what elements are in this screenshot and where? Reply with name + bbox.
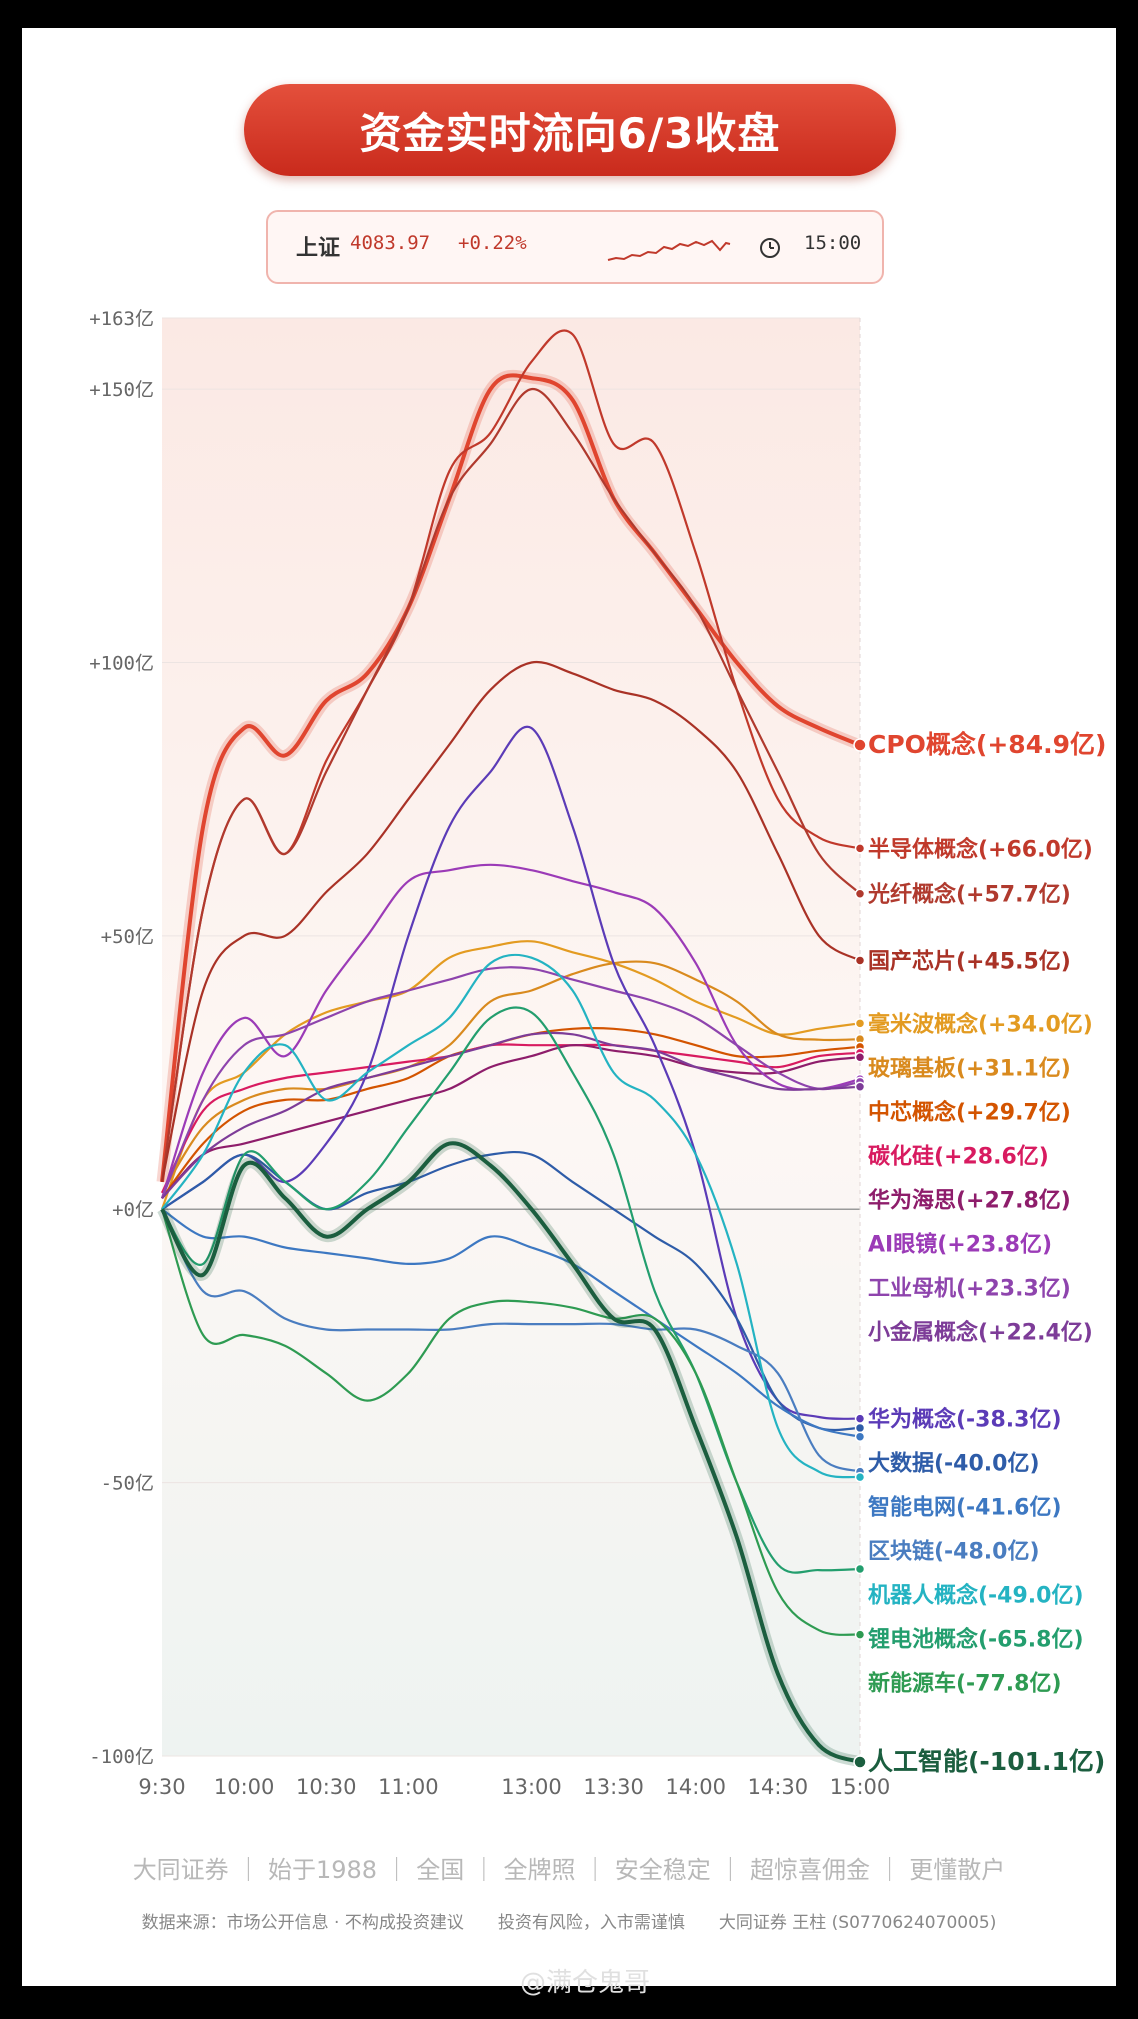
grid-layer bbox=[162, 317, 861, 1757]
index-name: 上证 bbox=[296, 236, 341, 261]
series-line bbox=[160, 373, 861, 1183]
series-line bbox=[160, 1141, 861, 1764]
series-label: 新能源车(-77.8亿) bbox=[868, 1671, 1062, 1697]
series-endpoint bbox=[853, 738, 867, 752]
series-label: 人工智能(-101.1亿) bbox=[868, 1747, 1105, 1776]
series-label: 智能电网(-41.6亿) bbox=[868, 1495, 1062, 1521]
index-ticker: 上证 4083.97 +0.22% 15:00 bbox=[266, 210, 884, 284]
series-endpoint bbox=[854, 955, 866, 966]
series-endpoint bbox=[854, 1422, 866, 1434]
series-line bbox=[161, 1208, 861, 1438]
series-label: 国产芯片(+45.5亿) bbox=[868, 949, 1071, 974]
x-tick-label: 11:00 bbox=[378, 1775, 439, 1799]
series-endpoint bbox=[854, 1471, 866, 1483]
index-value: 4083.97 bbox=[350, 232, 431, 254]
series-line bbox=[161, 1208, 861, 1473]
series-endpoint bbox=[854, 1431, 866, 1442]
index-change: +0.22% bbox=[458, 232, 527, 254]
x-tick-label: 10:30 bbox=[296, 1775, 357, 1799]
series-line bbox=[161, 1044, 861, 1200]
series-label: 区块链(-48.0亿) bbox=[868, 1539, 1040, 1565]
series-line bbox=[160, 940, 861, 1210]
y-tick-label: -100亿 bbox=[89, 1746, 154, 1768]
series-endpoint bbox=[854, 1629, 866, 1640]
y-tick-label: +50亿 bbox=[101, 926, 154, 948]
series-line bbox=[161, 1043, 861, 1194]
series-line bbox=[160, 1208, 861, 1636]
series-layer bbox=[156, 329, 867, 1769]
page-title: 资金实时流向6/3收盘 bbox=[244, 84, 896, 176]
x-tick-label: 10:00 bbox=[214, 1775, 275, 1799]
series-label: 毫米波概念(+34.0亿) bbox=[868, 1011, 1093, 1037]
series-label: 大数据(-40.0亿) bbox=[868, 1451, 1040, 1477]
series-label: 工业母机(+23.3亿) bbox=[868, 1276, 1071, 1301]
series-line bbox=[160, 660, 861, 1183]
series-label: 玻璃基板(+31.1亿) bbox=[868, 1055, 1071, 1081]
series-line bbox=[160, 387, 861, 1183]
series-endpoint bbox=[853, 1755, 867, 1769]
series-label: 碳化硅(+28.6亿) bbox=[868, 1143, 1049, 1169]
series-label: 机器人概念(-49.0亿) bbox=[868, 1583, 1084, 1609]
y-tick-label: +0亿 bbox=[112, 1199, 154, 1221]
series-line bbox=[161, 953, 861, 1479]
x-tick-label: 14:30 bbox=[748, 1775, 809, 1799]
series-endpoint bbox=[854, 1081, 866, 1093]
y-tick-label: -50亿 bbox=[101, 1473, 154, 1495]
legend-labels: CPO概念(+84.9亿) 半导体概念(+66.0亿) 光纤概念(+57.7亿) 国产… bbox=[867, 730, 1106, 1776]
series-endpoint bbox=[854, 843, 866, 854]
footer-source: 数据来源：市场公开信息 · 不构成投资建议 投资有风险，入市需谨慎 大同证券 王… bbox=[141, 1913, 997, 1933]
x-axis: 9:30 10:00 10:30 11:00 13:00 13:30 14:00 14:30 1… bbox=[138, 1775, 890, 1799]
y-tick-label: +100亿 bbox=[89, 652, 154, 674]
x-tick-label: 9:30 bbox=[138, 1775, 185, 1799]
watermark: @满仓鬼哥 bbox=[520, 1968, 651, 1998]
series-label: 光纤概念(+57.7亿) bbox=[867, 882, 1071, 908]
series-label: AI眼镜(+23.8亿) bbox=[868, 1231, 1052, 1257]
series-label: 中芯概念(+29.7亿) bbox=[868, 1099, 1071, 1125]
series-label: 小金属概念(+22.4亿) bbox=[868, 1319, 1093, 1345]
x-tick-label: 15:00 bbox=[830, 1775, 891, 1799]
series-label: 锂电池概念(-65.8亿) bbox=[868, 1627, 1084, 1653]
x-tick-label: 13:30 bbox=[583, 1775, 644, 1799]
series-line bbox=[160, 966, 861, 1199]
series-endpoint bbox=[854, 1563, 866, 1575]
chart-canvas: +163亿 +150亿 +100亿 +50亿 +0亿 -50亿 -100亿 9:30 10:0… bbox=[89, 308, 1106, 1799]
plot-background bbox=[162, 318, 860, 1756]
index-sparkline bbox=[607, 239, 731, 261]
index-time: 15:00 bbox=[804, 232, 862, 254]
y-tick-label: +150亿 bbox=[89, 379, 154, 401]
series-endpoint bbox=[854, 888, 866, 899]
y-tick-label: +163亿 bbox=[89, 308, 154, 330]
series-endpoint bbox=[854, 1018, 866, 1029]
y-axis: +163亿 +150亿 +100亿 +50亿 +0亿 -50亿 -100亿 bbox=[89, 308, 154, 1768]
series-line bbox=[161, 1031, 861, 1200]
x-tick-label: 14:00 bbox=[665, 1775, 726, 1799]
series-label: 华为概念(-38.3亿) bbox=[868, 1407, 1062, 1433]
footer-slogan: 大同证券 ｜ 始于1988 ｜ 全国 ｜ 全牌照 ｜ 安全稳定 ｜ 超惊喜佣金 … bbox=[132, 1856, 1006, 1884]
series-label: CPO概念(+84.9亿) bbox=[868, 730, 1106, 759]
series-label: 华为海思(+27.8亿) bbox=[868, 1187, 1071, 1213]
x-tick-label: 13:00 bbox=[501, 1775, 562, 1799]
series-label: 半导体概念(+66.0亿) bbox=[868, 836, 1093, 862]
series-endpoint bbox=[854, 1051, 866, 1063]
clock-icon bbox=[760, 238, 780, 258]
series-line bbox=[161, 960, 861, 1194]
series-line bbox=[161, 725, 861, 1420]
chart-card: +163亿 +150亿 +100亿 +50亿 +0亿 -50亿 -100亿 9:30 10:0… bbox=[22, 28, 1116, 1986]
series-endpoint bbox=[854, 1413, 866, 1424]
